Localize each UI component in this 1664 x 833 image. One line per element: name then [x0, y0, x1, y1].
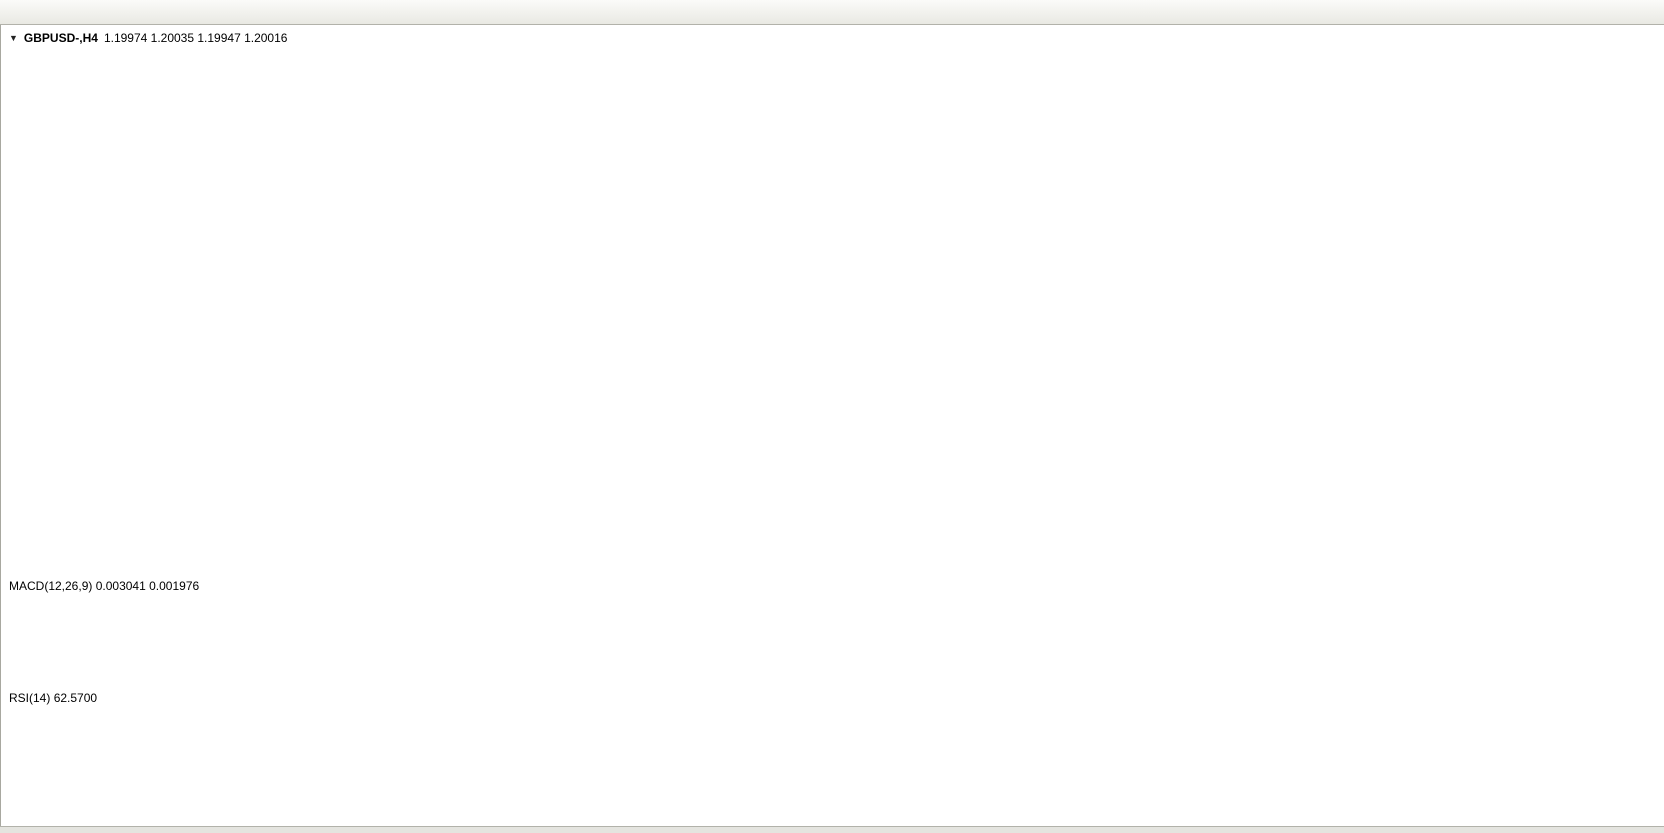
rsi-indicator-label: RSI(14) 62.5700	[9, 691, 97, 705]
symbol-period-label: GBPUSD-,H4	[23, 31, 98, 45]
main-toolbar	[0, 0, 1664, 25]
chart-canvas	[1, 25, 1664, 833]
rsi-value: 62.5700	[53, 691, 98, 705]
chart-window: ▼ GBPUSD-,H4 1.19974 1.20035 1.19947 1.2…	[0, 25, 1664, 833]
macd-name: MACD(12,26,9)	[9, 579, 93, 593]
ohlc-values: 1.19974 1.20035 1.19947 1.20016	[103, 31, 288, 45]
macd-main-value: 0.003041	[95, 579, 146, 593]
macd-indicator-label: MACD(12,26,9) 0.003041 0.001976	[9, 579, 199, 593]
rsi-name: RSI(14)	[9, 691, 51, 705]
chart-menu-icon[interactable]: ▼	[9, 33, 18, 43]
window-bottom-edge	[0, 826, 1664, 833]
macd-signal-value: 0.001976	[149, 579, 200, 593]
chart-title: ▼ GBPUSD-,H4 1.19974 1.20035 1.19947 1.2…	[9, 31, 287, 45]
